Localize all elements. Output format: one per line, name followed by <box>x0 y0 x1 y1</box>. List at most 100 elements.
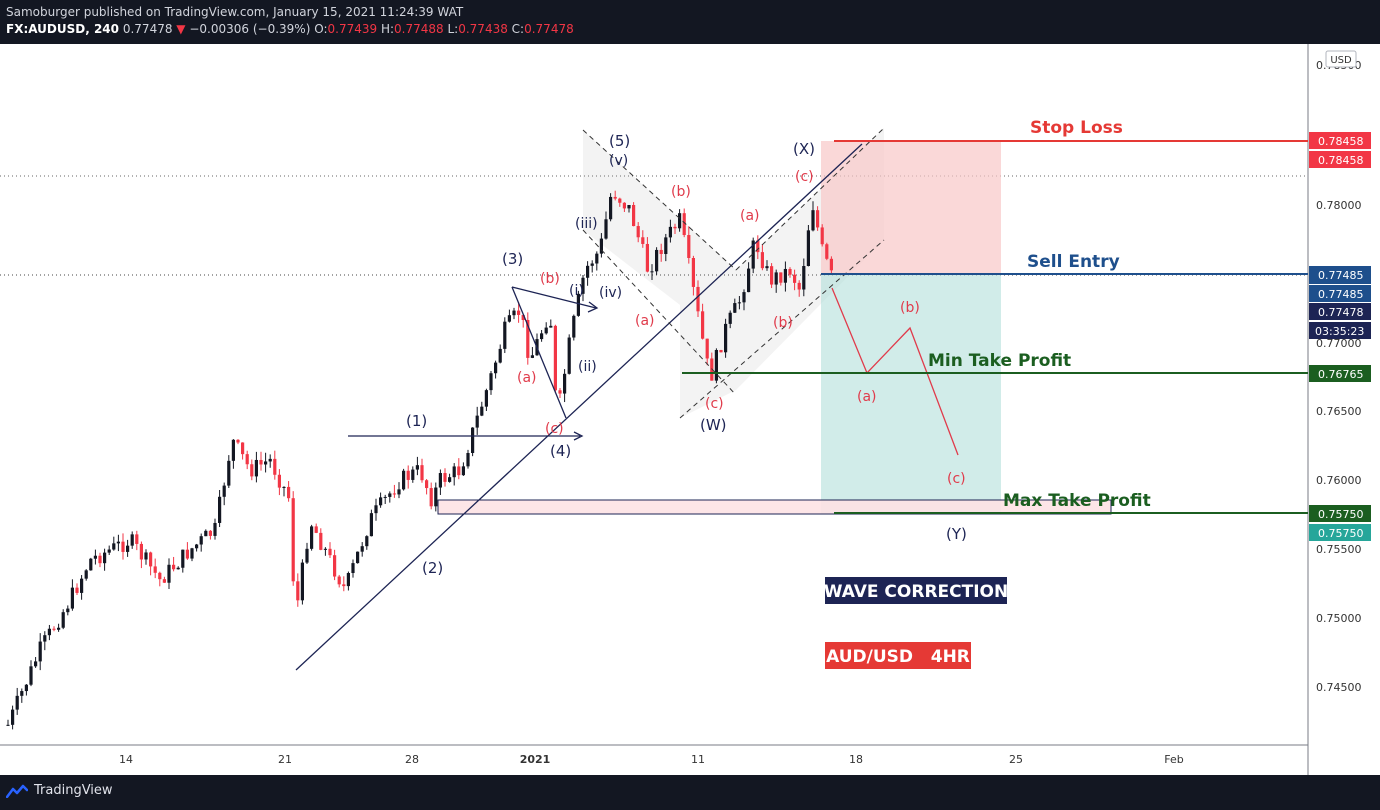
open-label: O: <box>314 22 328 36</box>
candle-body <box>678 213 682 229</box>
candle-body <box>80 578 84 593</box>
last-price: 0.77478 <box>122 22 173 36</box>
candle-body <box>204 530 208 537</box>
candle-body <box>227 460 231 486</box>
candle-body <box>576 293 580 316</box>
candle-body <box>185 549 189 559</box>
candle-body <box>98 555 102 564</box>
last-price-badge <box>1309 303 1371 320</box>
candle-body <box>222 485 226 497</box>
projected-label-a: (a) <box>857 389 877 405</box>
candle-body <box>816 210 820 228</box>
time-tick-year: 2021 <box>520 753 551 766</box>
candle-body <box>599 238 603 254</box>
candle-body <box>438 473 442 488</box>
wave-label-b1: (b) <box>540 271 560 287</box>
symbol-label[interactable]: FX:AUDUSD, 240 <box>6 22 120 36</box>
candle-body <box>29 666 33 685</box>
candle-body <box>52 628 56 630</box>
candle-body <box>714 349 718 381</box>
candle-body <box>300 562 304 601</box>
candle-body <box>687 235 691 259</box>
chart-canvas[interactable]: Stop Loss Sell Entry Min Take Profit Max… <box>0 44 1380 775</box>
candle-body <box>103 552 107 564</box>
candle-body <box>323 548 327 550</box>
candle-body <box>742 292 746 303</box>
candle-body <box>618 198 622 203</box>
candle-body <box>213 522 217 536</box>
down-arrow-icon: ▼ <box>176 22 186 36</box>
candle-body <box>705 338 709 359</box>
candle-body <box>484 390 488 407</box>
candle-body <box>231 439 235 461</box>
candle-body <box>328 548 332 556</box>
entry-badge-2-text: 0.77485 <box>1318 288 1364 301</box>
candle-body <box>314 526 318 533</box>
candle-body <box>774 272 778 285</box>
wave-label-c3: (c) <box>795 169 814 185</box>
max-tp-badge-1 <box>1309 505 1371 522</box>
wave-label-v: (v) <box>609 153 628 169</box>
candle-body <box>820 227 824 245</box>
candle-body <box>291 498 295 582</box>
wave-label-iv: (iv) <box>599 285 622 301</box>
candle-body <box>770 266 774 285</box>
candle-body <box>751 240 755 269</box>
projected-label-c: (c) <box>947 471 966 487</box>
time-axis[interactable]: 14 21 28 2021 11 18 25 Feb <box>119 753 1184 766</box>
price-axis[interactable]: 0.78500 0.78000 0.77000 0.76500 0.76000 … <box>1309 50 1371 694</box>
price-tick: 0.75500 <box>1316 543 1362 556</box>
candle-body <box>415 465 419 470</box>
candle-body <box>765 266 769 269</box>
candle-body <box>668 226 672 238</box>
candle-body <box>268 458 272 462</box>
candle-body <box>254 459 258 477</box>
stop-badge-2 <box>1309 151 1371 168</box>
candle-body <box>425 480 429 489</box>
price-tick: 0.75000 <box>1316 612 1362 625</box>
candle-body <box>526 320 530 358</box>
price-tick: 0.76000 <box>1316 474 1362 487</box>
price-tick: 0.76500 <box>1316 405 1362 418</box>
candle-body <box>563 373 567 394</box>
max-tp-badge-2-text: 0.75750 <box>1318 527 1364 540</box>
wave-label-b3: (b) <box>773 315 793 331</box>
tradingview-brand[interactable]: TradingView <box>6 783 113 798</box>
candle-body <box>696 286 700 312</box>
candle-body <box>172 564 176 570</box>
candle-body <box>6 724 10 726</box>
pair-text: AUD/USD 4HR <box>826 647 970 667</box>
candle-body <box>443 473 447 482</box>
candle-body <box>383 496 387 498</box>
candle-body <box>783 268 787 283</box>
candle-body <box>530 355 534 358</box>
candle-body <box>84 570 88 579</box>
candle-body <box>305 548 309 563</box>
last-price-badge-text: 0.77478 <box>1318 306 1364 319</box>
close-label: C: <box>511 22 525 36</box>
wave-label-ii: (ii) <box>578 359 597 375</box>
wave3-arrow-head <box>587 301 599 313</box>
candle-body <box>609 196 613 220</box>
sell-entry-label: Sell Entry <box>1027 252 1120 272</box>
candle-body <box>802 266 806 290</box>
stop-badge-1-text: 0.78458 <box>1318 135 1364 148</box>
wave-label-iii: (iii) <box>575 216 598 232</box>
candles-group <box>6 190 833 730</box>
brand-label: TradingView <box>34 783 113 798</box>
candle-body <box>788 268 792 275</box>
candle-body <box>622 202 626 209</box>
currency-badge[interactable] <box>1325 50 1357 68</box>
wave-label-2: (2) <box>422 559 443 577</box>
candle-body <box>93 555 97 559</box>
candle-body <box>793 274 797 283</box>
candle-body <box>264 461 268 465</box>
candle-body <box>144 552 148 560</box>
candle-body <box>388 493 392 497</box>
candle-body <box>34 661 38 667</box>
candle-body <box>153 566 157 573</box>
wave-label-4: (4) <box>550 442 571 460</box>
min-tp-label: Min Take Profit <box>928 351 1071 371</box>
candle-body <box>112 543 116 550</box>
candle-body <box>825 244 829 259</box>
